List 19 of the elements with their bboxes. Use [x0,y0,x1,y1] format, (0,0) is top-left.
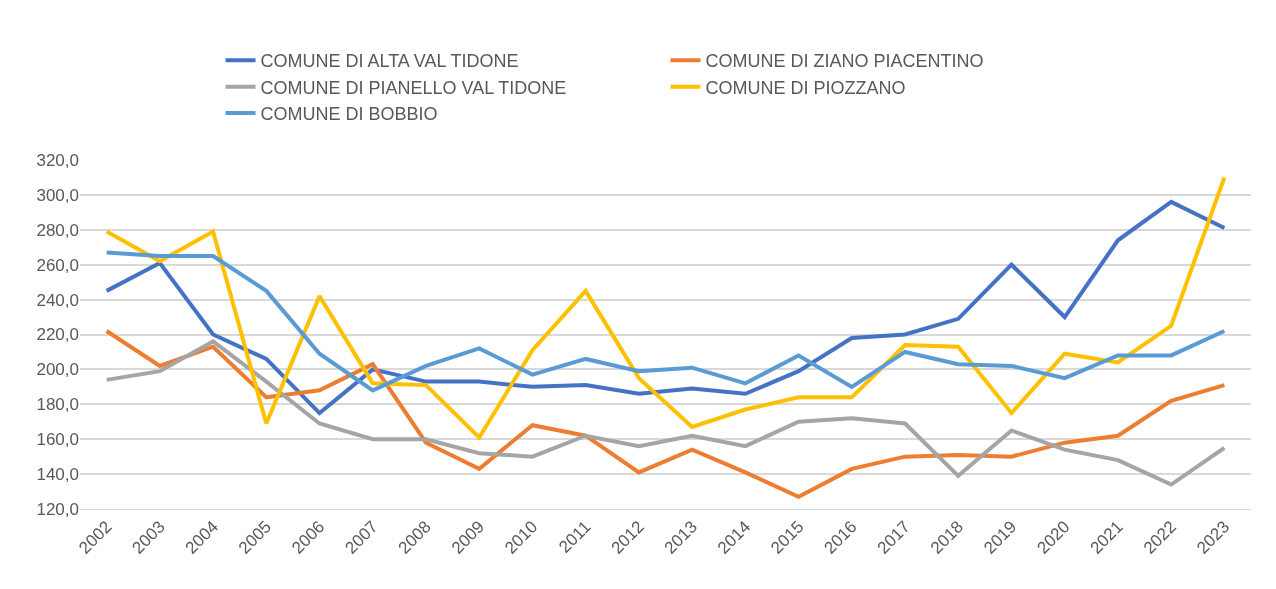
line-series [104,199,1227,416]
legend-label: COMUNE DI BOBBIO [260,104,438,125]
y-tick-label: 200,0 [36,360,79,380]
y-tick-label: 140,0 [36,465,79,485]
y-tick-label: 160,0 [36,430,79,450]
y-tick-label: 220,0 [36,325,79,345]
y-tick-label: 320,0 [36,150,79,170]
y-tick-label: 280,0 [36,220,79,240]
line-series [104,175,1227,440]
legend-label: COMUNE DI ALTA VAL TIDONE [260,51,519,72]
legend-label: COMUNE DI ZIANO PIACENTINO [705,51,984,72]
legend-label: COMUNE DI PIANELLO VAL TIDONE [260,77,567,98]
y-tick-label: 120,0 [36,499,79,519]
y-tick-label: 240,0 [36,290,79,310]
y-tick-label: 180,0 [36,395,79,415]
legend-label: COMUNE DI PIOZZANO [705,77,906,98]
y-tick-label: 260,0 [36,255,79,275]
y-tick-label: 300,0 [36,185,79,205]
line-series [104,250,1227,393]
